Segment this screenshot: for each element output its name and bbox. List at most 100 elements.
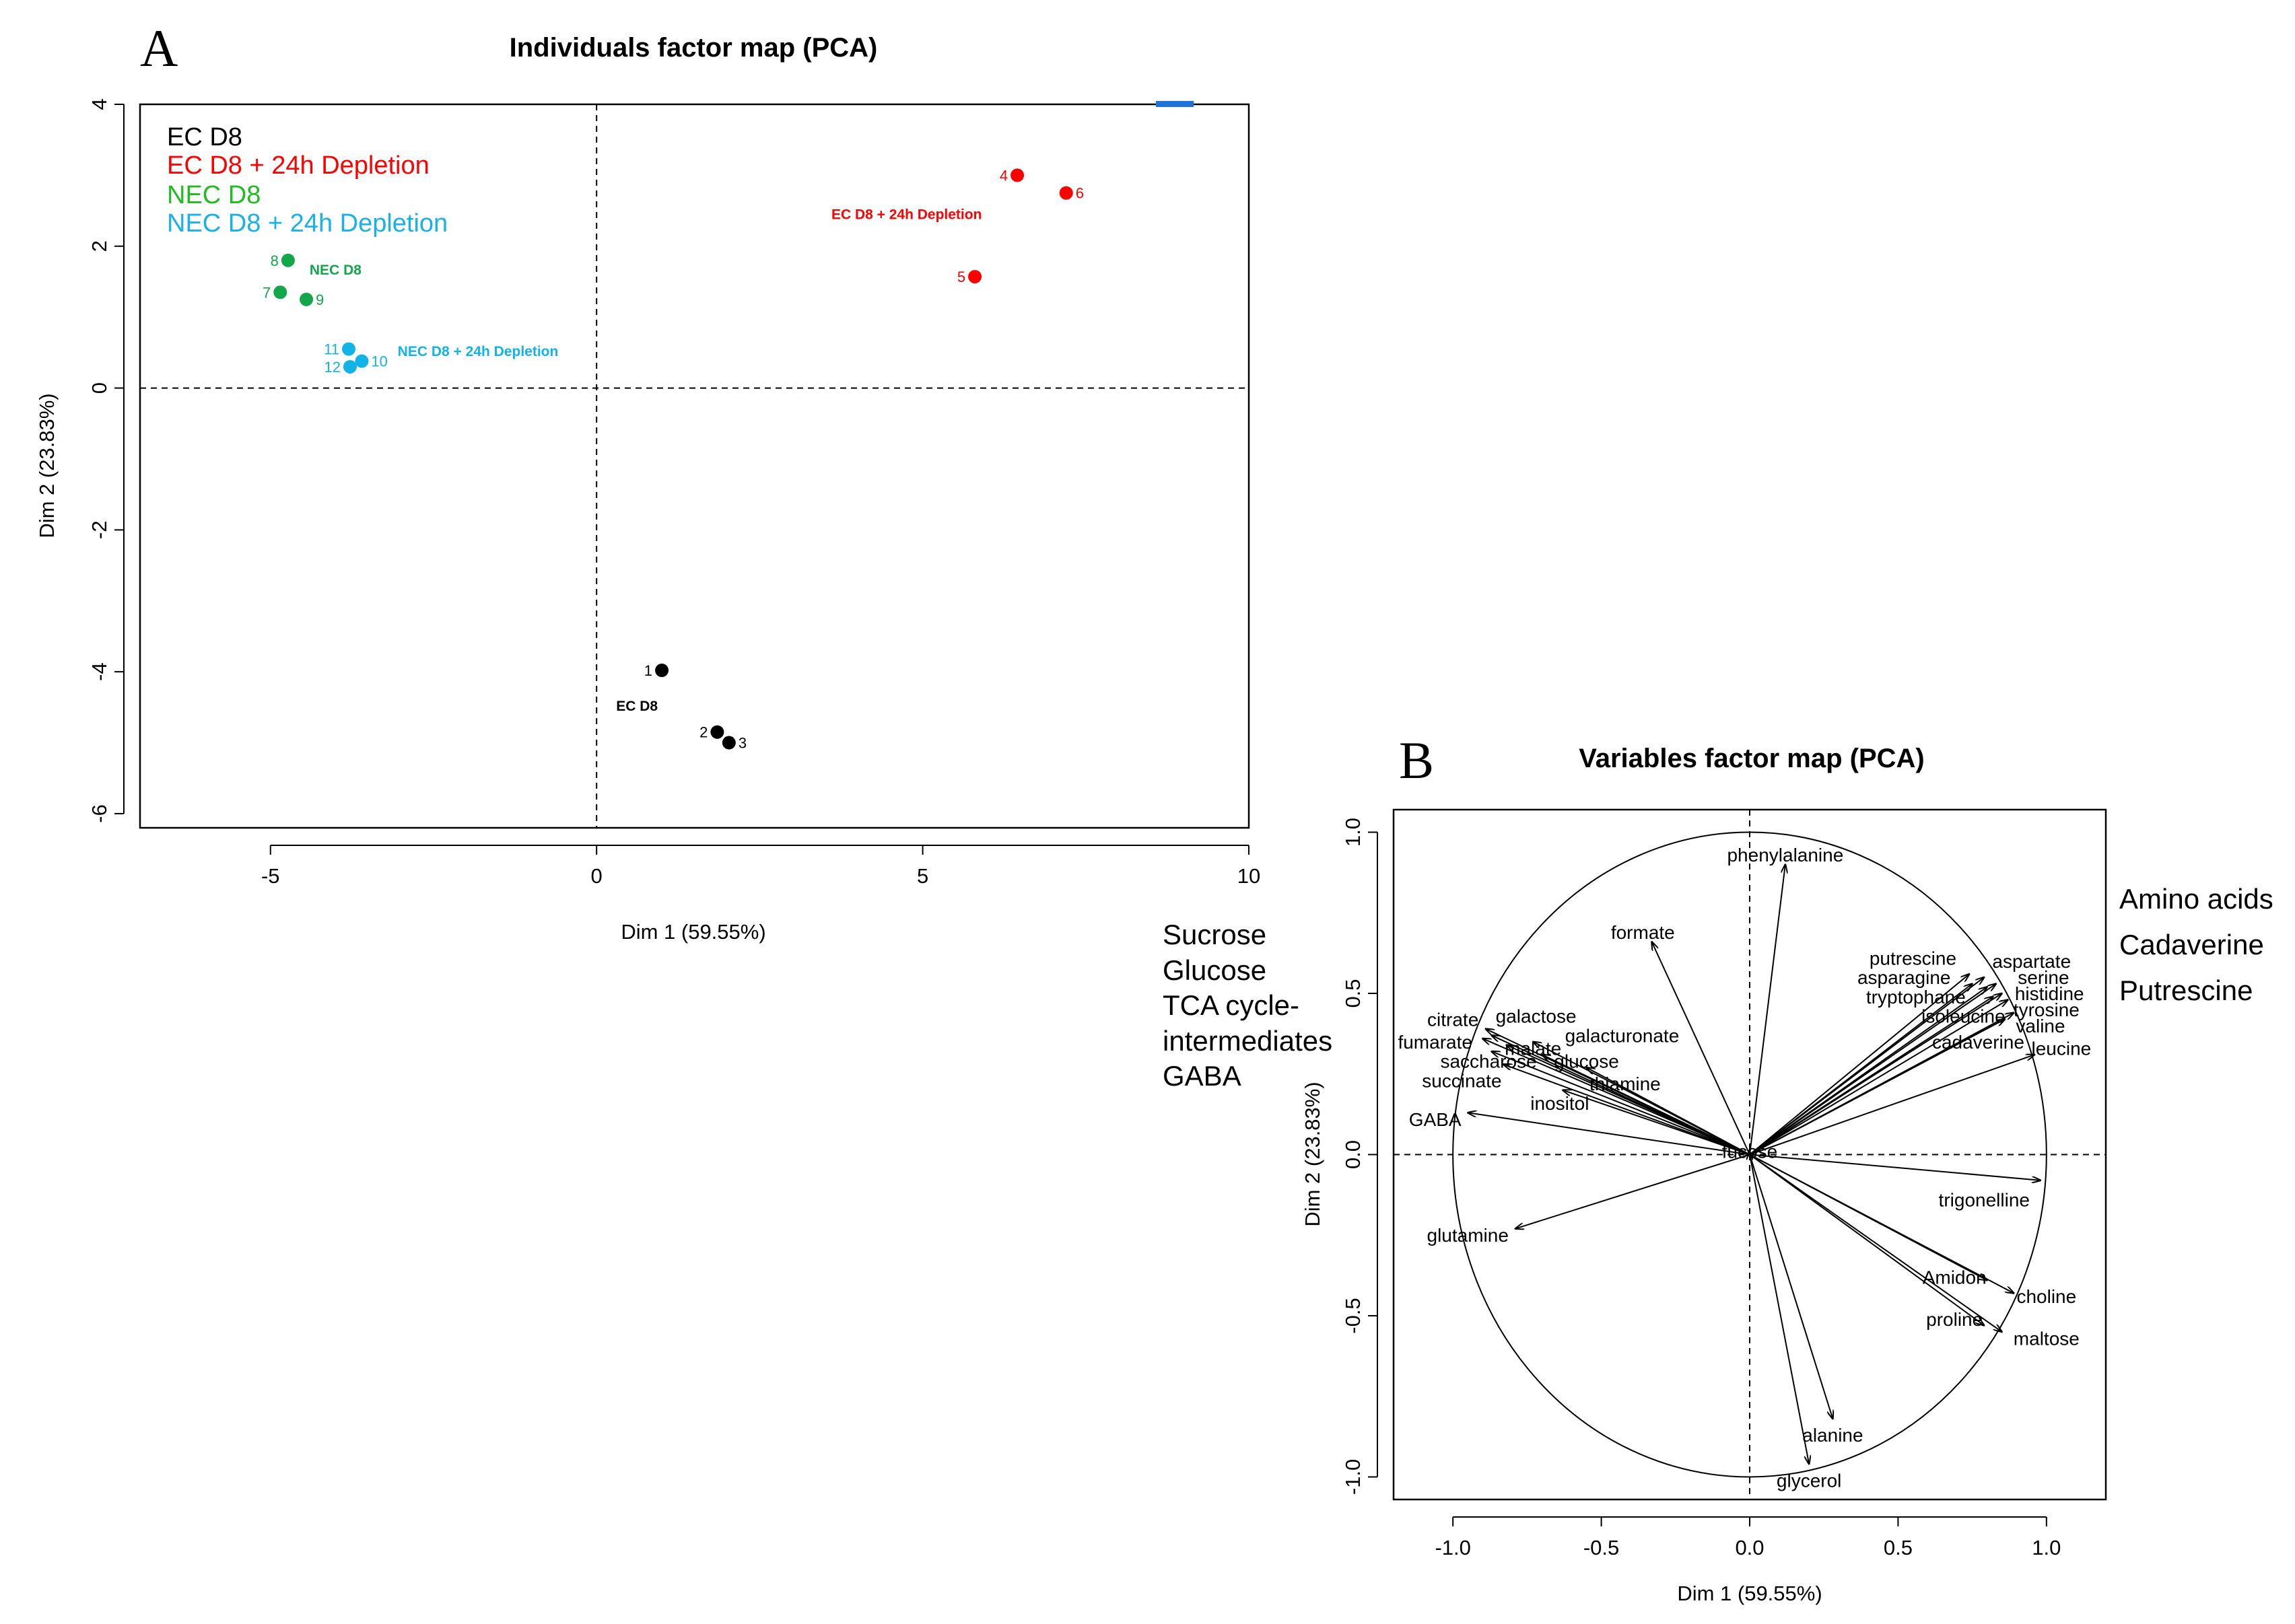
panel-b-ylabel: Dim 2 (23.83%) — [1301, 1082, 1324, 1226]
a-x-tick-label: -5 — [261, 864, 280, 888]
arrow-tryptophane — [1749, 987, 1987, 1156]
a-point-label-1: 1 — [644, 662, 652, 679]
panel-a-y-axis: -6 -4 -2 0 2 4 — [88, 98, 125, 823]
panel-b-variable-labels: phenylalanine formate putrescine aspartate a… — [1398, 845, 2091, 1491]
var-label-serine: serine — [2018, 967, 2069, 988]
var-label-alanine: alanine — [1802, 1425, 1863, 1446]
var-label-glucose: glucose — [1554, 1051, 1619, 1072]
legend-ec-d8-depletion: EC D8 + 24h Depletion — [167, 151, 430, 180]
panel-a-letter: A — [140, 19, 178, 77]
a-point-label-6: 6 — [1076, 185, 1084, 202]
var-label-gaba: GABA — [1409, 1109, 1462, 1130]
arrow-inositol — [1563, 1090, 1750, 1156]
var-label-tyrosine: tyrosine — [2014, 999, 2080, 1020]
var-label-cadaverine: cadaverine — [1932, 1032, 2024, 1053]
var-label-amidon: Amidon — [1923, 1267, 1987, 1288]
arrow-saccharose — [1491, 1051, 1750, 1156]
arrow-choline — [1749, 1154, 2014, 1294]
panel-a-xlabel: Dim 1 (59.55%) — [621, 920, 765, 944]
a-point-label-3: 3 — [739, 735, 747, 752]
b-y-tick-label: 1.0 — [1341, 818, 1365, 847]
b-x-tick-label: -0.5 — [1583, 1536, 1619, 1559]
var-label-thiamine: thiamine — [1589, 1073, 1661, 1094]
a-y-tick-label: -4 — [88, 662, 111, 681]
a-group-label-nec: NEC D8 — [310, 262, 362, 278]
a-point-label-5: 5 — [957, 269, 965, 285]
var-label-asparagine: asparagine — [1857, 967, 1951, 988]
panel-b-y-axis: -1.0 -0.5 0.0 0.5 1.0 — [1341, 818, 1378, 1495]
panel-b-variables-map: B Variables factor map (PCA) -1.0 -0.5 0.0… — [1301, 731, 2107, 1605]
arrow-leucine — [1749, 1055, 2034, 1156]
panel-a-blue-marker — [1156, 101, 1194, 107]
var-label-fucose: fucose — [1722, 1141, 1778, 1162]
var-label-fumarate: fumarate — [1398, 1032, 1472, 1053]
var-label-putrescine: putrescine — [1870, 948, 1956, 968]
var-label-valine: valine — [2016, 1016, 2065, 1036]
a-point-3 — [722, 736, 736, 750]
var-label-malate: malate — [1505, 1038, 1561, 1059]
annot-gaba: GABA — [1163, 1060, 1241, 1092]
panel-a-legend: EC D8 EC D8 + 24h Depletion NEC D8 NEC D… — [167, 123, 448, 238]
annot-sucrose: Sucrose — [1163, 919, 1266, 950]
annotation-left-group: Sucrose Glucose TCA cycle- intermediates… — [1163, 919, 1332, 1092]
var-label-trigonelline: trigonelline — [1939, 1190, 2030, 1211]
arrow-glycerol — [1749, 1154, 1809, 1464]
var-label-choline: choline — [2016, 1286, 2076, 1307]
var-label-tryptophane: tryptophane — [1866, 987, 1966, 1008]
a-y-tick-label: 0 — [88, 382, 111, 394]
var-label-citrate: citrate — [1427, 1009, 1478, 1030]
a-group-label-ec: EC D8 — [616, 699, 658, 714]
arrow-putrescine — [1749, 974, 1969, 1156]
arrow-isoleucine — [1749, 997, 1993, 1156]
var-label-galactose: galactose — [1496, 1006, 1577, 1027]
annot-amino-acids: Amino acids — [2119, 883, 2273, 915]
panel-a-group-labels: EC D8 EC D8 + 24h Depletion NEC D8 NEC D8 +… — [310, 207, 982, 714]
b-y-tick-label: 0.5 — [1341, 979, 1365, 1008]
var-label-saccharose: saccharose — [1440, 1051, 1536, 1072]
a-point-label-9: 9 — [316, 291, 324, 308]
var-label-leucine: leucine — [2032, 1038, 2092, 1059]
var-label-formate: formate — [1611, 922, 1675, 943]
annot-cadaverine: Cadaverine — [2119, 929, 2264, 960]
var-label-isoleucine: isoleucine — [1921, 1006, 2006, 1027]
a-point-8 — [281, 253, 295, 267]
var-label-glutamine: glutamine — [1427, 1225, 1509, 1246]
b-y-tick-label: -1.0 — [1341, 1459, 1365, 1495]
legend-nec-d8: NEC D8 — [167, 181, 261, 209]
a-y-tick-label: -2 — [88, 521, 111, 540]
var-label-aspartate: aspartate — [1992, 951, 2071, 972]
a-x-tick-label: 10 — [1237, 864, 1260, 888]
a-point-label-8: 8 — [271, 252, 279, 269]
a-point-label-2: 2 — [699, 724, 708, 741]
a-point-9 — [300, 292, 314, 306]
arrow-maltose — [1749, 1154, 2002, 1332]
a-point-label-12: 12 — [324, 359, 340, 376]
arrow-cadaverine — [1749, 1019, 2005, 1156]
arrow-trigonelline — [1749, 1154, 2041, 1180]
a-y-tick-label: -6 — [88, 804, 111, 823]
arrow-formate — [1652, 942, 1750, 1155]
annot-putrescine: Putrescine — [2119, 975, 2253, 1006]
b-x-tick-label: 0.5 — [1884, 1536, 1913, 1559]
a-point-4 — [1011, 168, 1025, 182]
a-point-label-11: 11 — [324, 341, 339, 358]
panel-b-title: Variables factor map (PCA) — [1579, 744, 1925, 773]
b-x-tick-label: -1.0 — [1435, 1536, 1470, 1559]
arrow-thiamine — [1587, 1067, 1750, 1156]
a-point-label-7: 7 — [263, 284, 271, 301]
legend-ec-d8: EC D8 — [167, 123, 242, 151]
a-point-label-4: 4 — [1000, 167, 1008, 184]
a-point-2 — [710, 725, 724, 739]
legend-nec-d8-depletion: NEC D8 + 24h Depletion — [167, 209, 448, 238]
a-x-tick-label: 5 — [917, 864, 928, 888]
a-point-10 — [355, 354, 369, 368]
panel-b-letter: B — [1399, 731, 1434, 789]
arrow-malate — [1507, 1045, 1750, 1156]
panel-a-plot-frame — [139, 103, 1250, 829]
annot-tca: TCA cycle- — [1163, 989, 1299, 1021]
var-label-galacturonate: galacturonate — [1565, 1025, 1680, 1046]
annotation-right-group: Amino acids Cadaverine Putrescine — [2119, 883, 2273, 1006]
var-label-succinate: succinate — [1422, 1070, 1501, 1091]
arrow-succinate — [1503, 1064, 1750, 1156]
